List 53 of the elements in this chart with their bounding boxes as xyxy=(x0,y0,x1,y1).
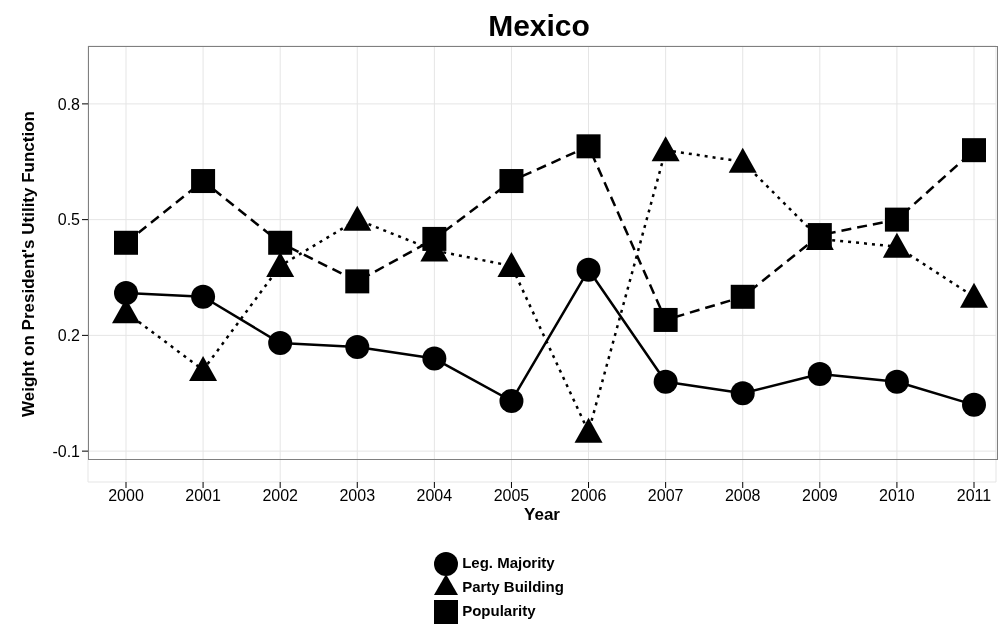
y-tick-label: 0.8 xyxy=(57,95,81,113)
point xyxy=(882,232,911,258)
point xyxy=(574,417,603,443)
point xyxy=(114,280,138,305)
point xyxy=(884,369,909,394)
x-tick-label: 2008 xyxy=(724,487,761,505)
point xyxy=(962,392,986,417)
chart-title: Mexico xyxy=(487,8,591,44)
legend-label: Popularity xyxy=(462,602,536,620)
point xyxy=(728,147,757,173)
point xyxy=(345,334,370,359)
point xyxy=(499,388,524,413)
point xyxy=(807,361,832,386)
point xyxy=(345,269,370,294)
legend-label: Leg. Majority xyxy=(462,554,555,572)
point xyxy=(730,381,755,406)
point xyxy=(114,230,138,255)
point xyxy=(653,369,678,394)
point xyxy=(189,356,218,382)
point xyxy=(576,257,601,282)
legend-label: Party Building xyxy=(462,578,564,596)
point xyxy=(960,282,988,308)
point xyxy=(730,284,755,309)
point xyxy=(499,169,524,194)
x-tick-label: 2010 xyxy=(879,487,915,505)
x-tick-label: 2001 xyxy=(185,487,221,505)
x-tick-label: 2009 xyxy=(802,487,838,505)
point xyxy=(653,307,678,332)
point xyxy=(422,346,447,371)
point xyxy=(497,251,526,277)
x-tick-label: 2003 xyxy=(339,487,376,505)
x-tick-label: 2000 xyxy=(108,487,144,505)
point xyxy=(268,331,293,356)
x-axis-title: Year xyxy=(524,505,561,524)
x-tick-label: 2011 xyxy=(956,487,992,505)
point xyxy=(191,169,216,194)
y-tick-label: -0.1 xyxy=(52,442,81,460)
point xyxy=(191,284,216,309)
point xyxy=(651,136,680,162)
point xyxy=(268,230,293,255)
point xyxy=(343,205,372,231)
x-tick-label: 2005 xyxy=(493,487,530,505)
point xyxy=(576,134,601,159)
y-tick-label: 0.5 xyxy=(57,211,81,229)
y-tick-label: 0.2 xyxy=(57,327,81,345)
x-tick-label: 2007 xyxy=(647,487,684,505)
x-tick-label: 2002 xyxy=(262,487,299,505)
x-tick-label: 2004 xyxy=(416,487,453,505)
x-tick-label: 2006 xyxy=(570,487,607,505)
point xyxy=(962,138,986,163)
y-axis-title: Weight on President's Utility Function xyxy=(19,111,39,417)
point xyxy=(422,226,447,251)
point xyxy=(884,207,909,232)
